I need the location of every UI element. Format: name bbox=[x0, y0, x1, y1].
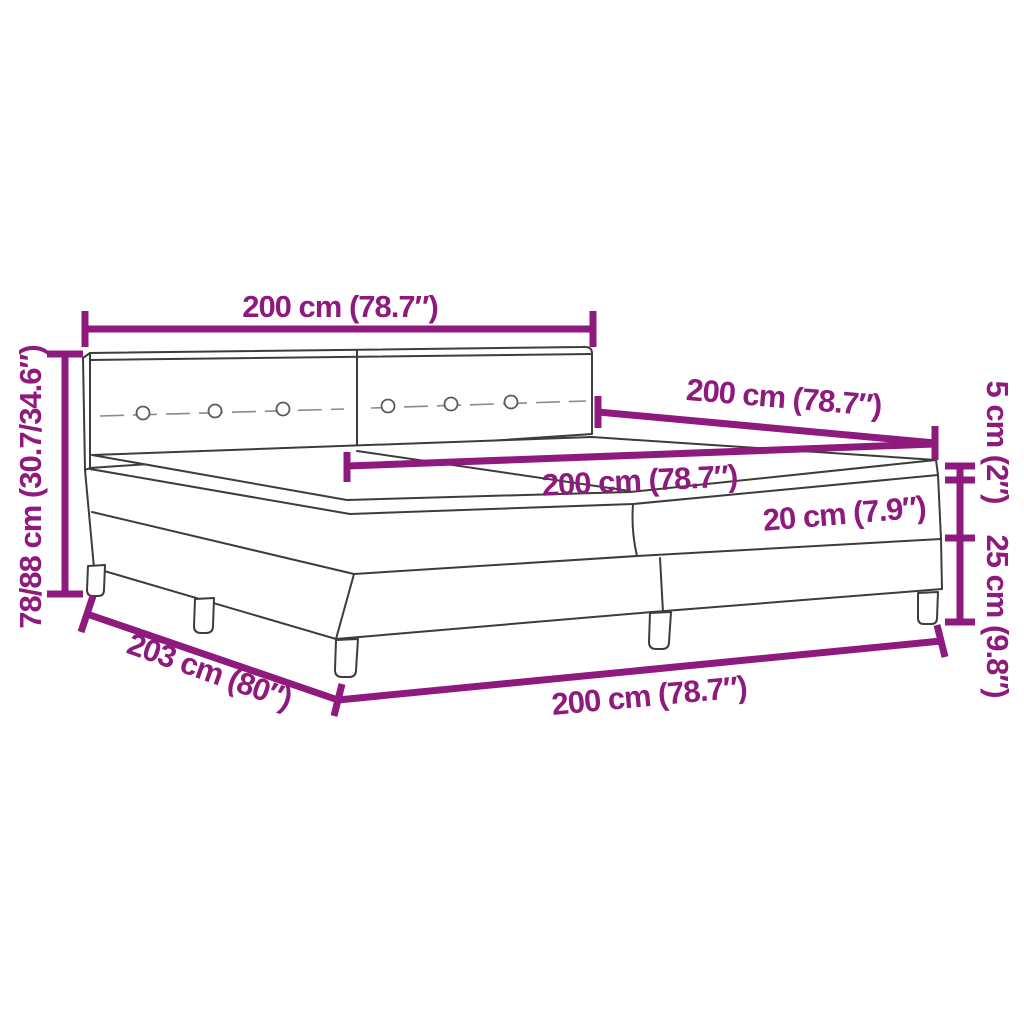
dim-headboard-width: 200 cm (78.7″) bbox=[81, 289, 597, 347]
dim-frame-width-line bbox=[337, 624, 949, 704]
bed-left-end-edge bbox=[84, 469, 95, 569]
tufting-line-right bbox=[370, 400, 587, 409]
dim-mattress-width-line bbox=[343, 440, 936, 482]
dim-frame-width: 200 cm (78.7″) bbox=[337, 624, 949, 722]
dim-headboard-width-label: 200 cm (78.7″) bbox=[242, 289, 438, 324]
dim-total-height: 78/88 cm (30.7/34.6″) bbox=[13, 345, 83, 629]
headboard-panel bbox=[89, 345, 593, 469]
bed-leg-2 bbox=[193, 597, 215, 634]
headboard-button-2 bbox=[207, 403, 223, 419]
dim-right-heights-line bbox=[945, 462, 975, 626]
dim-right-heights: 5 cm (2″) 25 cm (9.8″) bbox=[945, 380, 1015, 698]
dim-base-height-label: 25 cm (9.8″) bbox=[980, 534, 1015, 697]
topper-right-cap bbox=[935, 459, 939, 476]
headboard-left-side-face bbox=[82, 352, 91, 471]
mattress-bottom-edge bbox=[91, 511, 942, 575]
headboard-button-1 bbox=[135, 405, 151, 421]
dim-side-length-label: 200 cm (78.7″) bbox=[685, 372, 883, 423]
base-right-cap bbox=[940, 538, 943, 590]
dim-topper-height-label: 5 cm (2″) bbox=[980, 380, 1015, 503]
dim-frame-length-label: 203 cm (80″) bbox=[123, 626, 297, 716]
bed-leg-5 bbox=[917, 591, 939, 625]
headboard-button-3 bbox=[275, 401, 291, 417]
dim-total-height-line bbox=[47, 350, 83, 598]
base-bottom-edge bbox=[93, 567, 943, 640]
dim-mattress-height-label: 20 cm (7.9″) bbox=[761, 489, 926, 538]
headboard-button-5 bbox=[443, 396, 459, 412]
dim-total-height-label: 78/88 cm (30.7/34.6″) bbox=[13, 345, 48, 628]
dim-side-length-line bbox=[594, 396, 939, 460]
bed-leg-3 bbox=[334, 638, 359, 678]
headboard-button-4 bbox=[380, 398, 396, 414]
mattress-right-cap bbox=[937, 474, 942, 540]
base-seam bbox=[659, 557, 664, 613]
topper-bottom-edge bbox=[89, 468, 939, 515]
mattress-front-seam bbox=[631, 504, 638, 557]
base-corner-crease bbox=[335, 573, 355, 640]
dim-headboard-width-line bbox=[81, 311, 597, 347]
dim-mattress-width: 200 cm (78.7″) bbox=[343, 440, 936, 503]
headboard-button-6 bbox=[503, 394, 519, 410]
headboard-top-edge bbox=[89, 353, 593, 361]
bed-leg-4 bbox=[648, 611, 672, 650]
bed-leg-1 bbox=[86, 564, 106, 597]
mattress-top-seam bbox=[356, 450, 631, 492]
